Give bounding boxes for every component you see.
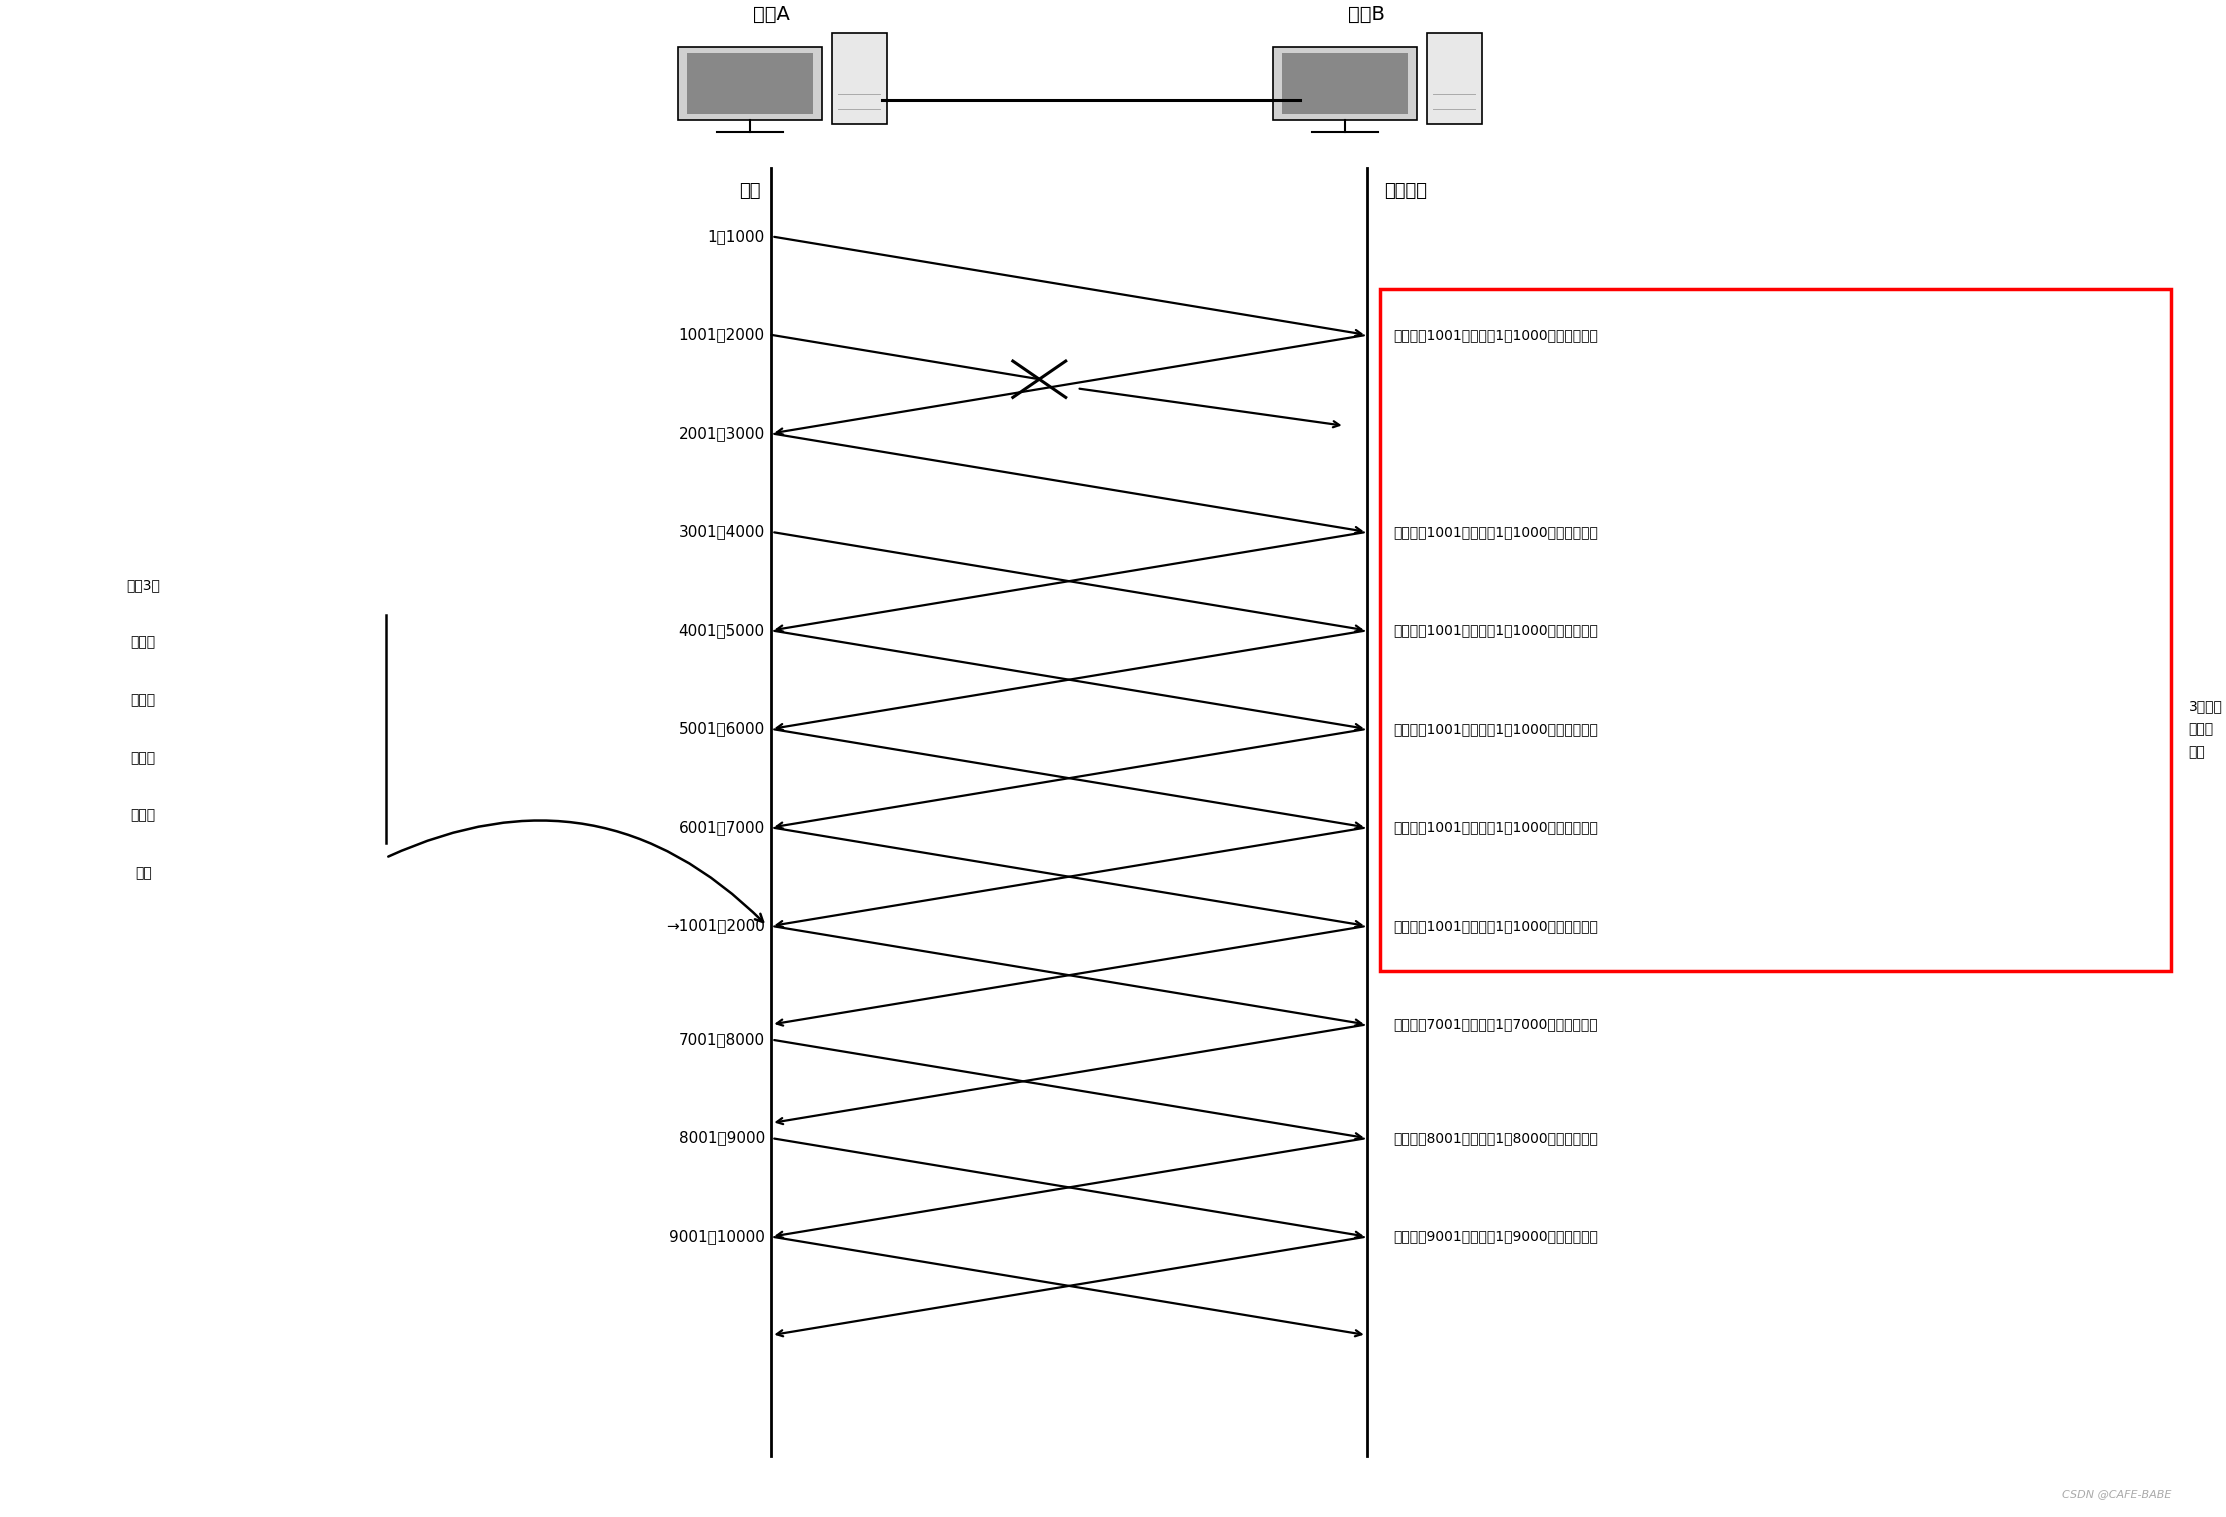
Text: →1001～2000: →1001～2000: [666, 918, 766, 933]
Text: 3次重复
的确认
应答: 3次重复 的确认 应答: [2188, 699, 2222, 758]
Text: 下一个是7001（已接收1～7000字节的数据）: 下一个是7001（已接收1～7000字节的数据）: [1393, 1018, 1598, 1032]
Text: 答时则: 答时则: [131, 751, 156, 765]
Text: 1001～2000: 1001～2000: [679, 328, 766, 343]
Text: 下一个是1001（已接收1～1000字节的数据）: 下一个是1001（已接收1～1000字节的数据）: [1393, 525, 1598, 539]
Text: 1～1000: 1～1000: [708, 229, 766, 244]
Text: 发。: 发。: [136, 866, 151, 880]
Bar: [688, 53, 812, 114]
Bar: [833, 33, 886, 124]
Text: 进行重: 进行重: [131, 809, 156, 822]
Text: 收到3个: 收到3个: [127, 578, 160, 592]
Text: 同样的: 同样的: [131, 636, 156, 649]
Text: 下一个是1001（已接收1～1000字节的数据）: 下一个是1001（已接收1～1000字节的数据）: [1393, 821, 1598, 834]
Bar: [1282, 53, 1407, 114]
Text: 下一个是1001（已接收1～1000字节的数据）: 下一个是1001（已接收1～1000字节的数据）: [1393, 722, 1598, 736]
Text: 主机B: 主机B: [1349, 5, 1385, 24]
Text: 6001～7000: 6001～7000: [679, 819, 766, 834]
Text: 7001～8000: 7001～8000: [679, 1032, 766, 1047]
Text: 9001～10000: 9001～10000: [670, 1229, 766, 1244]
Text: 下一个是9001（已接收1～9000字节的数据）: 下一个是9001（已接收1～9000字节的数据）: [1393, 1230, 1598, 1244]
Text: 下一个是1001（已接收1～1000字节的数据）: 下一个是1001（已接收1～1000字节的数据）: [1393, 919, 1598, 933]
Text: 5001～6000: 5001～6000: [679, 722, 766, 736]
Text: 8001～9000: 8001～9000: [679, 1130, 766, 1145]
Text: 4001～5000: 4001～5000: [679, 623, 766, 639]
Text: 确认应答: 确认应答: [1385, 182, 1427, 200]
Bar: [1380, 290, 2170, 971]
Bar: [679, 47, 821, 120]
Text: 下一个是8001（已接收1～8000字节的数据）: 下一个是8001（已接收1～8000字节的数据）: [1393, 1132, 1598, 1145]
Text: 3001～4000: 3001～4000: [679, 525, 766, 540]
Text: 下一个是1001（已接收1～1000字节的数据）: 下一个是1001（已接收1～1000字节的数据）: [1393, 328, 1598, 341]
Text: 下一个是1001（已接收1～1000字节的数据）: 下一个是1001（已接收1～1000字节的数据）: [1393, 623, 1598, 637]
Text: 数据: 数据: [739, 182, 761, 200]
Bar: [1273, 47, 1416, 120]
Text: 2001～3000: 2001～3000: [679, 426, 766, 441]
Text: 确认应: 确认应: [131, 693, 156, 707]
Bar: [1427, 33, 1483, 124]
Text: 主机A: 主机A: [752, 5, 790, 24]
Text: CSDN @CAFE-BABE: CSDN @CAFE-BABE: [2061, 1488, 2170, 1499]
